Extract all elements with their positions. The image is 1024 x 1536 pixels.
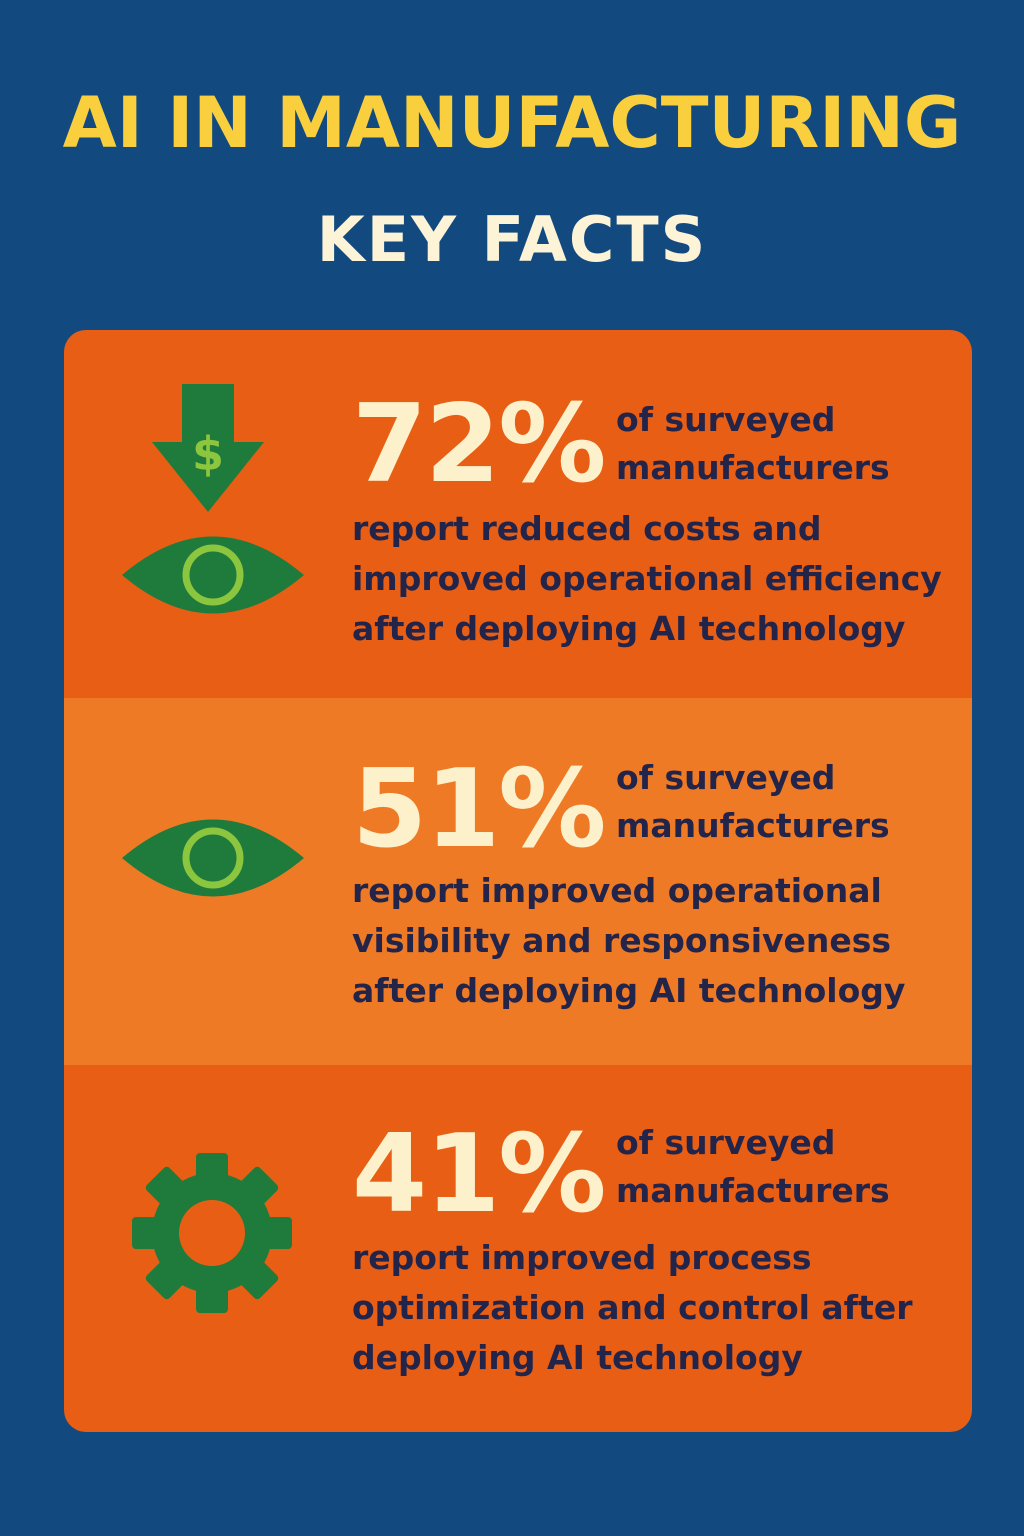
fact-percent: 72% bbox=[352, 382, 607, 507]
fact-description-line: report improved process bbox=[352, 1238, 812, 1277]
fact-description: report improved process optimization and… bbox=[352, 1233, 912, 1383]
fact-percent: 41% bbox=[352, 1112, 607, 1237]
fact-lead-line: of surveyed bbox=[616, 758, 836, 797]
fact-description-line: optimization and control after bbox=[352, 1288, 913, 1327]
fact-description: report improved operational visibility a… bbox=[352, 866, 905, 1016]
page-title: AI IN MANUFACTURING bbox=[62, 82, 962, 164]
fact-lead-line: manufacturers bbox=[616, 1171, 890, 1210]
fact-percent: 51% bbox=[352, 747, 607, 872]
eye-icon bbox=[122, 819, 304, 897]
fact-lead-line: manufacturers bbox=[616, 806, 890, 845]
fact-lead-line: manufacturers bbox=[616, 448, 890, 487]
fact-description-line: deploying AI technology bbox=[352, 1338, 803, 1377]
svg-text:$: $ bbox=[192, 427, 224, 481]
fact-lead-line: of surveyed bbox=[616, 400, 836, 439]
fact-lead-line: of surveyed bbox=[616, 1123, 836, 1162]
fact-panel-3: 41% of surveyed manufacturers report imp… bbox=[64, 1065, 972, 1432]
fact-lead: of surveyed manufacturers bbox=[616, 1119, 890, 1215]
facts-card: $ 72% of surveyed manufacturers report r… bbox=[64, 330, 972, 1432]
fact-description: report reduced costs and improved operat… bbox=[352, 504, 942, 654]
fact-lead: of surveyed manufacturers bbox=[616, 396, 890, 492]
fact-description-line: improved operational efficiency bbox=[352, 559, 942, 598]
fact-description-line: after deploying AI technology bbox=[352, 609, 906, 648]
fact-description-line: after deploying AI technology bbox=[352, 971, 906, 1010]
fact-lead: of surveyed manufacturers bbox=[616, 754, 890, 850]
fact-description-line: report reduced costs and bbox=[352, 509, 822, 548]
fact-description-line: visibility and responsiveness bbox=[352, 921, 892, 960]
fact-panel-2: 51% of surveyed manufacturers report imp… bbox=[64, 698, 972, 1065]
gear-icon bbox=[132, 1153, 292, 1313]
eye-icon bbox=[122, 536, 304, 614]
dollar-down-arrow-icon: $ bbox=[152, 384, 264, 512]
fact-panel-1: $ 72% of surveyed manufacturers report r… bbox=[64, 330, 972, 698]
fact-description-line: report improved operational bbox=[352, 871, 882, 910]
page-subtitle: KEY FACTS bbox=[316, 203, 708, 276]
